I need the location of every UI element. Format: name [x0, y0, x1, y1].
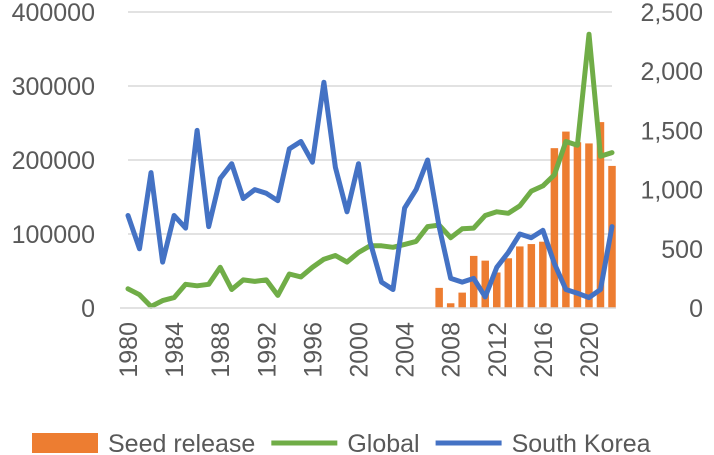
- left-tick-label: 300000: [12, 73, 95, 101]
- seed-release-bar: [550, 148, 559, 308]
- legend-label: Global: [347, 430, 419, 455]
- x-tick-label: 1992: [253, 322, 281, 378]
- left-tick-label: 200000: [12, 147, 95, 175]
- left-axis-ticks: 0 100000 200000 300000 400000: [12, 0, 95, 323]
- left-tick-label: 400000: [12, 0, 95, 27]
- right-axis-ticks: 0 500 1,000 1,500 2,000 2,500: [640, 0, 703, 323]
- right-tick-label: 1,500: [640, 117, 703, 145]
- x-tick-label: 2000: [346, 322, 374, 378]
- seed-release-bar: [585, 143, 593, 308]
- seed-release-bar: [596, 122, 605, 308]
- x-tick-label: 2016: [530, 322, 558, 378]
- legend-label: South Korea: [512, 430, 651, 455]
- x-axis-ticks: 1980 1984 1988 1992 1996 2000 2004 2008 2012 2016…: [115, 322, 604, 378]
- seed-release-bar: [481, 260, 489, 308]
- seed-release-bar: [527, 244, 536, 308]
- legend-label: Seed release: [108, 430, 255, 455]
- right-tick-label: 2,000: [640, 58, 703, 86]
- seed-release-bar: [516, 246, 524, 308]
- x-tick-label: 2004: [392, 322, 420, 378]
- legend: Seed release Global South Korea: [32, 430, 651, 455]
- x-tick-label: 1988: [207, 322, 235, 378]
- right-tick-label: 0: [689, 295, 703, 323]
- legend-item: Global: [271, 430, 420, 455]
- x-tick-label: 2008: [438, 322, 466, 378]
- seed-release-bar: [435, 287, 443, 308]
- legend-item: Seed release: [32, 430, 255, 455]
- seed-release-bar: [539, 241, 547, 308]
- x-tick-label: 2020: [576, 322, 604, 378]
- seed-release-bar: [493, 272, 501, 308]
- south-korea-line: [125, 79, 615, 301]
- left-tick-label: 100000: [12, 221, 95, 249]
- right-tick-label: 1,000: [640, 177, 703, 205]
- right-tick-label: 500: [661, 236, 703, 264]
- x-tick-label: 1980: [115, 322, 143, 378]
- right-tick-label: 2,500: [640, 0, 703, 27]
- gridlines: [128, 11, 612, 235]
- x-tick-label: 1984: [161, 322, 189, 378]
- seed-release-bar: [446, 303, 455, 308]
- x-tick-label: 2012: [484, 322, 512, 378]
- legend-swatch-bar: [32, 433, 98, 453]
- seed-release-bar: [504, 258, 513, 308]
- seed-release-bar: [458, 292, 466, 308]
- seed-release-bar: [573, 142, 582, 308]
- left-tick-label: 0: [81, 295, 95, 323]
- legend-item: South Korea: [435, 430, 651, 455]
- seed-release-bar: [562, 131, 570, 308]
- x-tick-label: 1996: [299, 322, 327, 378]
